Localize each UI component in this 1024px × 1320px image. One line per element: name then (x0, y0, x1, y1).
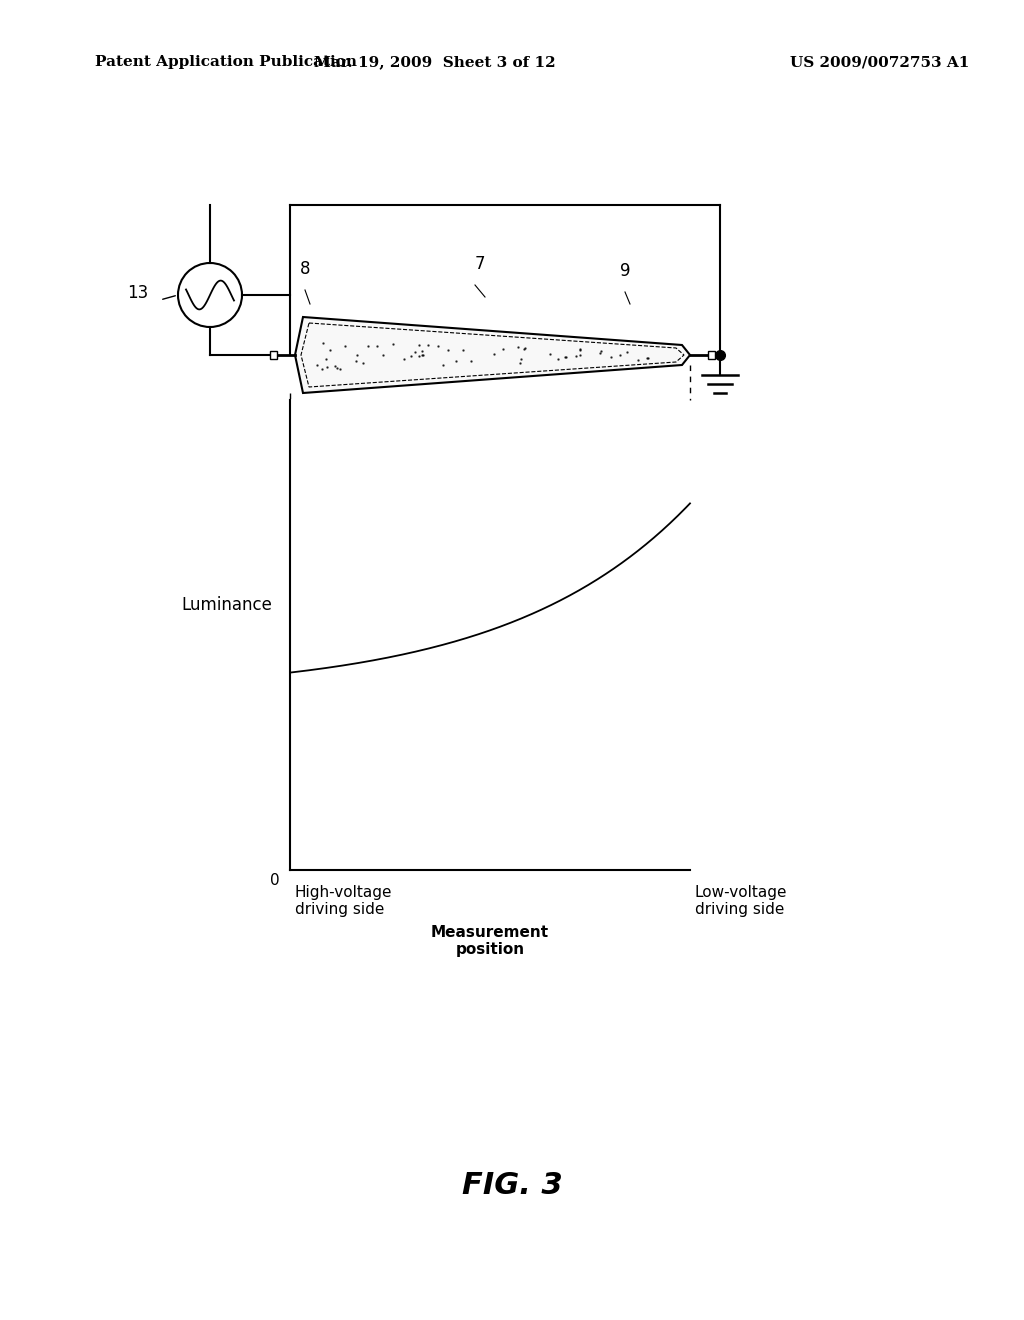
Text: US 2009/0072753 A1: US 2009/0072753 A1 (790, 55, 970, 69)
Text: Patent Application Publication: Patent Application Publication (95, 55, 357, 69)
Text: 7: 7 (475, 255, 485, 273)
Polygon shape (295, 317, 690, 393)
Bar (270, 351, 278, 359)
Text: 13: 13 (127, 284, 148, 302)
Bar (708, 351, 715, 359)
Text: FIG. 3: FIG. 3 (462, 1171, 562, 1200)
Text: 8: 8 (300, 260, 310, 279)
Text: High-voltage
driving side: High-voltage driving side (295, 884, 392, 917)
Text: 9: 9 (620, 261, 630, 280)
Text: Low-voltage
driving side: Low-voltage driving side (695, 884, 787, 917)
Text: 0: 0 (270, 873, 280, 888)
Text: Measurement
position: Measurement position (431, 925, 549, 957)
Text: Mar. 19, 2009  Sheet 3 of 12: Mar. 19, 2009 Sheet 3 of 12 (314, 55, 556, 69)
Text: Luminance: Luminance (181, 597, 272, 614)
